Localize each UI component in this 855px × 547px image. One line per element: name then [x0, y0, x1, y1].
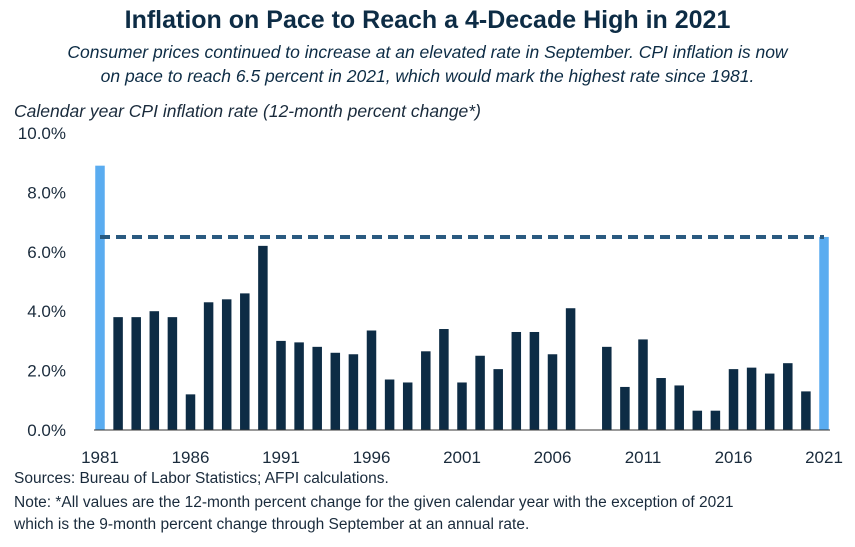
bar-1997: [384, 379, 395, 430]
y-tick-label: 0.0%: [27, 421, 66, 440]
bar-1998: [402, 382, 413, 430]
y-tick-label: 10.0%: [18, 124, 66, 143]
bar-1989: [240, 293, 250, 430]
bar-1988: [221, 299, 232, 430]
x-tick-label: 2001: [443, 448, 481, 467]
bar-2006: [547, 354, 558, 430]
x-tick-label: 2021: [805, 448, 843, 467]
x-tick-label: 2006: [534, 448, 572, 467]
bar-2003: [493, 369, 503, 430]
bar-1984: [149, 311, 160, 430]
x-axis-ticks: 1981 1986 1991 1996 2001 2006 2011 2016 2021: [81, 448, 843, 467]
bar-2010: [620, 386, 630, 430]
bar-1982: [113, 317, 123, 430]
bar-1993: [312, 346, 322, 430]
bar-1990: [258, 245, 268, 430]
bar-1986: [185, 394, 196, 430]
bar-1996: [366, 330, 377, 430]
bar-1983: [131, 317, 141, 430]
bar-2019: [783, 363, 793, 430]
bar-2016: [728, 369, 739, 430]
bar-2005: [529, 331, 540, 430]
bar-chart: 0.0%2.0%4.0%6.0%8.0%10.0% 1981 1986 1991 19…: [18, 124, 843, 467]
bar-2004: [511, 331, 522, 430]
subtitle-line-1: Consumer prices continued to increase at…: [67, 42, 788, 62]
bar-2012: [656, 378, 666, 430]
bar-2021: [819, 236, 829, 430]
x-tick-label: 1986: [172, 448, 210, 467]
bar-1994: [330, 352, 341, 430]
chart-title: Inflation on Pace to Reach a 4-Decade Hi…: [124, 6, 731, 34]
bar-1987: [203, 302, 214, 430]
x-tick-label: 1981: [81, 448, 119, 467]
bars: [95, 165, 829, 431]
y-axis-label: Calendar year CPI inflation rate (12-mon…: [14, 101, 481, 121]
bar-2020: [801, 391, 811, 430]
bar-2018: [764, 373, 775, 430]
chart-subtitle: Consumer prices continued to increase at…: [10, 40, 845, 88]
x-tick-label: 1996: [353, 448, 391, 467]
footnote: Note: *All values are the 12-month perce…: [14, 492, 844, 536]
bar-2009: [602, 346, 612, 430]
bar-1992: [294, 342, 304, 430]
x-tick-label: 2011: [625, 448, 662, 467]
bar-1995: [348, 354, 359, 430]
bar-2014: [692, 410, 703, 430]
bar-2002: [475, 355, 485, 430]
source-note: Sources: Bureau of Labor Statistics; AFP…: [14, 470, 389, 487]
bar-2015: [710, 410, 721, 430]
bar-1991: [276, 340, 286, 430]
x-tick-label: 2016: [715, 448, 753, 467]
bar-2007: [565, 308, 576, 430]
bar-2000: [439, 329, 449, 430]
y-tick-label: 6.0%: [27, 243, 66, 262]
subtitle-line-2: on pace to reach 6.5 percent in 2021, wh…: [100, 66, 755, 86]
y-tick-label: 4.0%: [27, 302, 66, 321]
bar-2017: [746, 367, 757, 430]
bar-1985: [167, 317, 178, 430]
bar-1981: [95, 165, 105, 431]
y-tick-label: 8.0%: [27, 183, 66, 202]
bar-2013: [674, 385, 684, 430]
y-axis-ticks: 0.0% 2.0% 4.0% 6.0% 8.0% 10.0%: [18, 124, 66, 440]
footnote-line-2: which is the 9-month percent change thro…: [14, 516, 530, 533]
y-tick-label: 2.0%: [27, 362, 66, 381]
bar-1999: [421, 351, 431, 430]
footnote-line-1: Note: *All values are the 12-month perce…: [14, 494, 734, 511]
bar-2011: [638, 339, 648, 430]
x-tick-label: 1991: [262, 448, 300, 467]
bar-2001: [457, 382, 467, 430]
